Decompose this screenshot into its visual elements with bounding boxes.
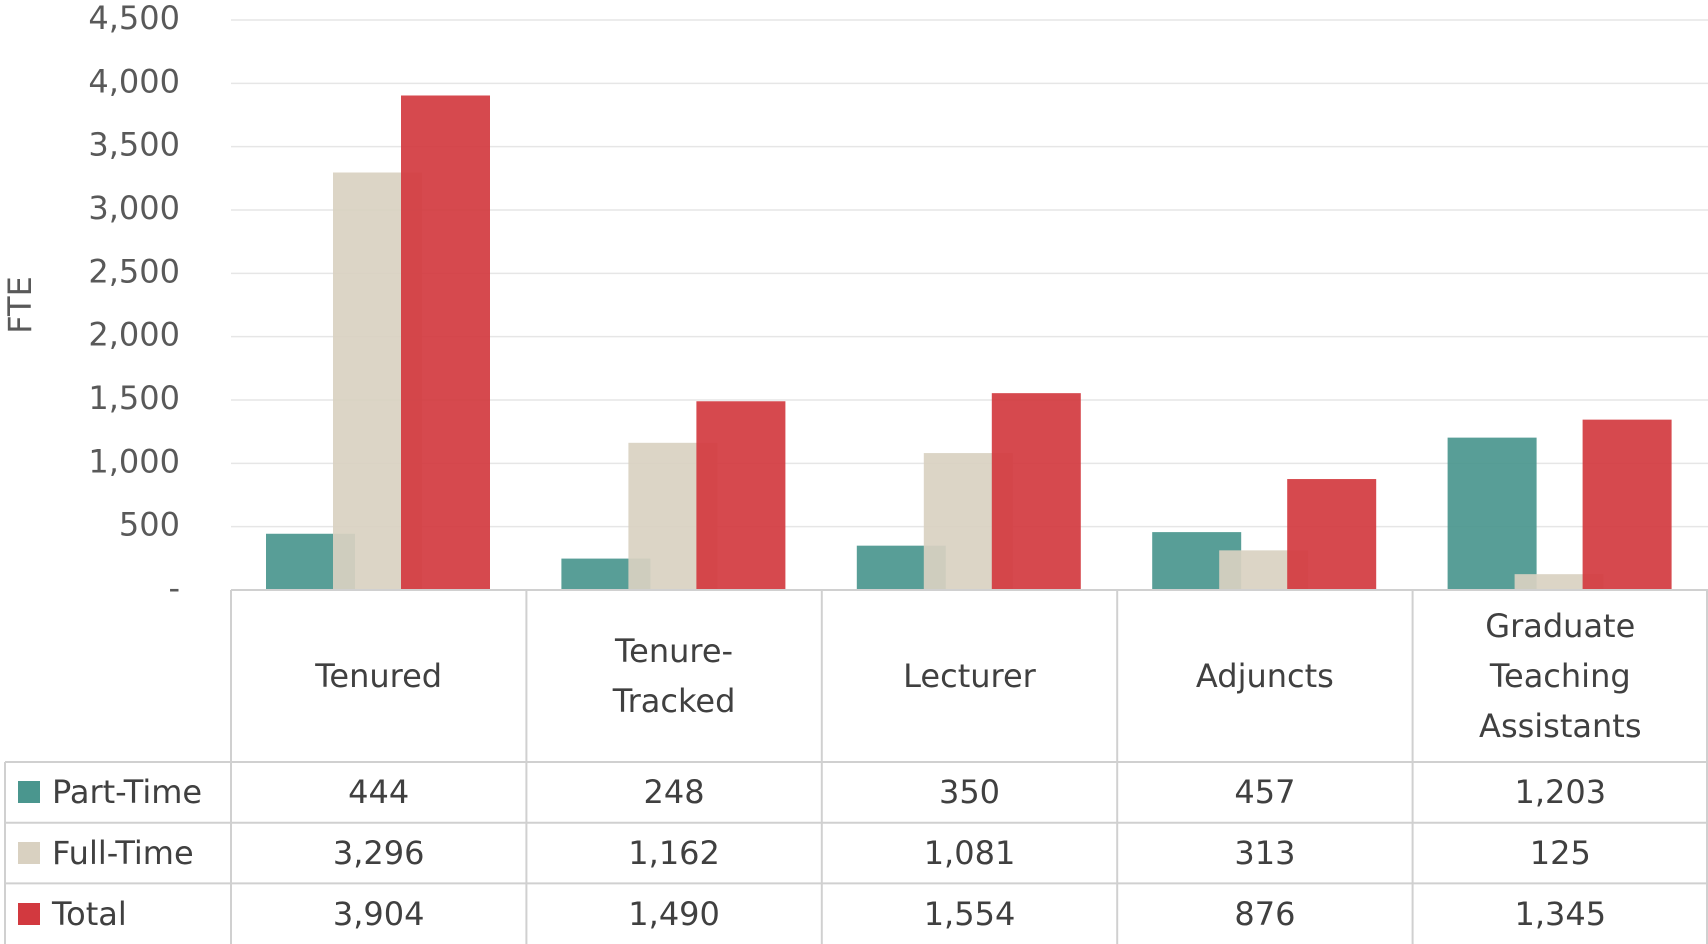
data-label-text: 125 [1529, 834, 1591, 873]
data-label: 350 [822, 762, 1117, 823]
data-label-text: 248 [643, 773, 705, 812]
legend-entry: Full-Time [18, 823, 194, 884]
y-tick-label: 4,500 [88, 0, 180, 37]
data-label: 3,904 [231, 883, 526, 944]
legend-swatch [18, 781, 40, 804]
bar [1447, 437, 1537, 590]
data-label: 1,490 [526, 883, 821, 944]
y-tick-label: 2,000 [88, 316, 180, 354]
bar [991, 393, 1081, 590]
bar [1287, 479, 1377, 590]
y-tick-label: 1,500 [88, 379, 180, 417]
bar [1582, 419, 1672, 590]
legend-swatch [18, 842, 40, 865]
x-tick-label: Graduate Teaching Assistants [1413, 590, 1708, 762]
legend-label: Part-Time [52, 773, 203, 812]
data-label: 444 [231, 762, 526, 823]
x-tick-label: Lecturer [822, 590, 1117, 762]
data-label-text: 1,345 [1514, 894, 1607, 933]
data-label: 3,296 [231, 823, 526, 884]
data-label: 457 [1117, 762, 1412, 823]
legend-entry: Total [18, 883, 127, 944]
data-label: 248 [526, 762, 821, 823]
bar [401, 95, 490, 590]
data-label-text: 1,162 [628, 834, 720, 873]
data-label-text: 3,296 [332, 834, 425, 873]
data-label-text: 1,554 [923, 894, 1016, 933]
y-tick-label: 3,500 [88, 126, 180, 164]
data-label-text: 444 [348, 773, 410, 812]
x-tick-label-text: Lecturer [903, 657, 1036, 695]
data-label-text: 1,490 [628, 894, 720, 933]
bar [1514, 574, 1604, 590]
data-label: 1,554 [822, 883, 1117, 944]
x-tick-label-text: Tenured [315, 657, 443, 695]
bar [696, 401, 786, 590]
y-tick-label: 500 [119, 506, 180, 544]
x-tick-label-text: Adjuncts [1195, 657, 1334, 695]
data-label: 1,203 [1413, 762, 1708, 823]
y-tick-label: - [168, 569, 180, 607]
data-label: 1,345 [1413, 883, 1708, 944]
x-tick-label: Tenured [231, 590, 526, 762]
legend-label: Full-Time [52, 834, 194, 873]
data-label-text: 313 [1234, 834, 1296, 873]
legend-entry: Part-Time [18, 762, 202, 823]
x-tick-label-text: Tenure-Tracked [612, 632, 736, 720]
data-label-text: 3,904 [332, 894, 425, 933]
y-tick-label: 2,500 [88, 252, 180, 290]
x-tick-label: Adjuncts [1117, 590, 1412, 762]
data-label-text: 1,203 [1514, 773, 1607, 812]
data-label: 876 [1117, 883, 1412, 944]
data-label: 1,162 [526, 823, 821, 884]
data-label: 125 [1413, 823, 1708, 884]
data-label-text: 1,081 [923, 834, 1016, 873]
y-tick-label: 4,000 [88, 62, 180, 100]
legend-swatch [18, 902, 40, 925]
data-label: 1,081 [822, 823, 1117, 884]
data-label-text: 350 [938, 773, 1001, 812]
y-tick-label: 1,000 [88, 442, 180, 480]
legend-label: Total [52, 894, 127, 933]
y-tick-label: 3,000 [88, 189, 180, 227]
data-label-text: 457 [1234, 773, 1296, 812]
data-label-text: 876 [1234, 894, 1296, 933]
x-tick-label-text: Graduate Teaching Assistants [1479, 607, 1642, 745]
y-axis-label: FTE [1, 276, 39, 334]
x-tick-label: Tenure-Tracked [526, 590, 821, 762]
data-label: 313 [1117, 823, 1412, 884]
